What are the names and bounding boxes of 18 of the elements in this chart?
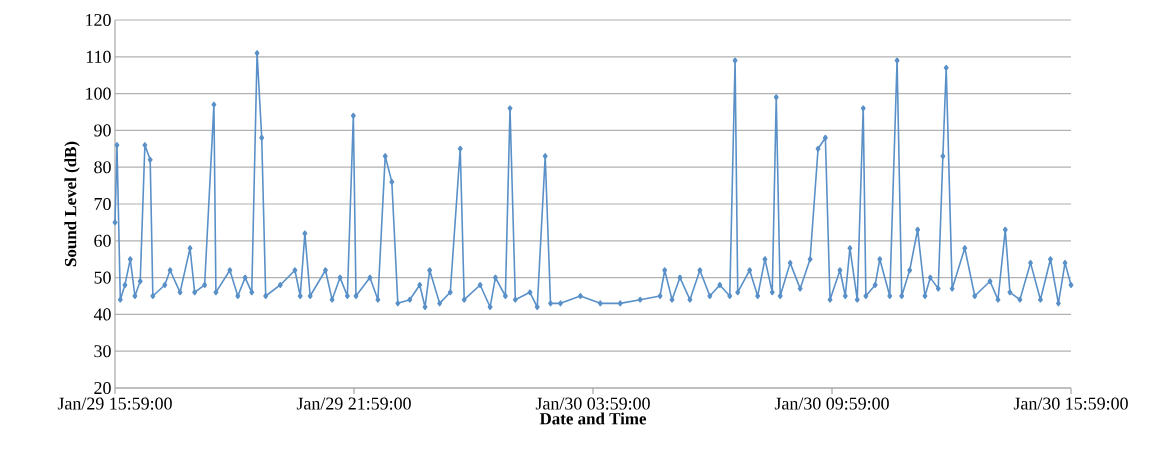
- y-tick-label: 40: [93, 308, 111, 321]
- y-tick-label: 80: [94, 161, 111, 174]
- y-tick-label: 90: [94, 124, 111, 137]
- y-tick-label: 100: [86, 87, 111, 100]
- y-axis-title: Sound Level (dB): [64, 141, 80, 267]
- x-axis-title: Date and Time: [539, 412, 647, 425]
- y-tick-label: 60: [94, 234, 111, 247]
- x-tick-label: Jan/30 15:59:00: [1013, 397, 1128, 410]
- y-tick-label: 30: [94, 345, 111, 358]
- y-tick-label: 50: [94, 271, 111, 284]
- x-tick-label: Jan/29 15:59:00: [57, 397, 172, 410]
- y-tick-label: 120: [86, 13, 111, 27]
- x-tick-label: Jan/30 03:59:00: [535, 397, 650, 410]
- y-tick-label: 70: [94, 197, 111, 211]
- y-tick-label: 20: [94, 381, 111, 395]
- x-tick-label: Jan/29 21:59:00: [296, 397, 411, 410]
- y-tick-label: 110: [86, 50, 111, 63]
- x-tick-label: Jan/30 09:59:00: [774, 397, 889, 410]
